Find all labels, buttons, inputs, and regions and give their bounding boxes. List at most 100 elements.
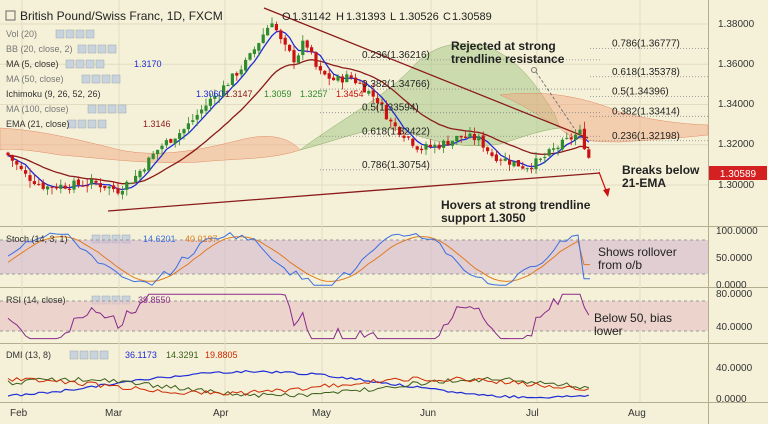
legend-control-icon[interactable] <box>65 59 75 69</box>
candle-body <box>54 186 58 189</box>
candle-body <box>318 66 322 71</box>
rsi-label[interactable]: RSI (14, close) <box>6 295 66 305</box>
dmi-tick: 40.0000 <box>716 363 753 374</box>
legend-control-icon[interactable] <box>85 59 95 69</box>
legend-control-icon[interactable] <box>67 119 77 129</box>
fib-level-label: 0.5(1.33594) <box>362 103 419 114</box>
legend-control-icon[interactable] <box>55 29 65 39</box>
legend-control-icon[interactable] <box>77 44 87 54</box>
legend-control-icon[interactable] <box>87 44 97 54</box>
price-tick: 1.34000 <box>718 99 755 110</box>
legend-control-icon[interactable] <box>117 104 127 114</box>
legend-ma5[interactable]: MA (5, close) <box>6 59 59 69</box>
candle-body <box>323 70 327 75</box>
candle-body <box>195 114 199 120</box>
legend-control-icon[interactable] <box>75 29 85 39</box>
candle-body <box>468 133 472 138</box>
candlesticks <box>6 17 591 200</box>
candle-body <box>556 147 560 150</box>
candle-body <box>182 129 186 134</box>
legend-control-icon[interactable] <box>99 350 109 360</box>
candle-body <box>384 104 388 120</box>
candle-body <box>204 105 208 111</box>
legend-control-icon[interactable] <box>89 350 99 360</box>
candle-body <box>569 137 573 140</box>
candle-body <box>420 148 424 151</box>
dmi-label[interactable]: DMI (13, 8) <box>6 350 51 360</box>
legend-control-icon[interactable] <box>79 350 89 360</box>
candle-body <box>173 138 177 144</box>
legend-control-icon[interactable] <box>97 104 107 114</box>
legend-ema21[interactable]: EMA (21, close) <box>6 119 70 129</box>
candle-body <box>288 44 292 51</box>
candle-body <box>19 165 23 170</box>
candle-body <box>217 95 221 97</box>
fib-level-label: 0.618(1.32422) <box>362 126 430 137</box>
legend-control-icon[interactable] <box>81 74 91 84</box>
legend-vol[interactable]: Vol (20) <box>6 29 37 39</box>
candle-body <box>226 85 230 87</box>
candle-body <box>428 144 432 147</box>
legend-control-icon[interactable] <box>107 104 117 114</box>
x-axis-label: Jun <box>420 408 436 419</box>
legend-bb[interactable]: BB (20, close, 2) <box>6 44 73 54</box>
ohlc-low-label: L <box>390 11 396 23</box>
legend-control-icon[interactable] <box>65 29 75 39</box>
legend-control-icon[interactable] <box>77 119 87 129</box>
candle-body <box>345 74 349 83</box>
price-tick: 1.32000 <box>718 139 755 150</box>
legend-ma50[interactable]: MA (50, close) <box>6 74 64 84</box>
resistance-trendline <box>263 7 589 139</box>
candle-body <box>446 140 450 146</box>
candle-body <box>305 40 309 48</box>
candle-body <box>574 134 578 141</box>
legend-control-icon[interactable] <box>101 74 111 84</box>
legend-control-icon[interactable] <box>97 44 107 54</box>
candle-body <box>59 184 63 189</box>
breaks-annotation: 21-EMA <box>622 176 666 190</box>
candle-body <box>186 123 190 130</box>
candle-body <box>358 82 362 84</box>
x-axis-label: Mar <box>105 408 123 419</box>
candle-body <box>292 50 296 63</box>
ma-5-line <box>7 30 590 191</box>
current-price-label: 1.30589 <box>720 169 757 180</box>
legend-control-icon[interactable] <box>87 104 97 114</box>
candle-body <box>437 144 441 149</box>
rejection-annotation: Rejected at strong <box>451 39 556 53</box>
legend-control-icon[interactable] <box>69 350 79 360</box>
legend-controls[interactable] <box>55 29 131 360</box>
candle-body <box>230 73 234 86</box>
candle-body <box>90 179 94 185</box>
legend-ichimoku[interactable]: Ichimoku (9, 26, 52, 26) <box>6 89 101 99</box>
candle-body <box>239 69 243 75</box>
candle-body <box>336 76 340 81</box>
legend-control-icon[interactable] <box>97 119 107 129</box>
stoch-d-line <box>7 236 590 282</box>
legend-control-icon[interactable] <box>95 59 105 69</box>
candle-body <box>455 135 459 142</box>
ohlc-open-label: O <box>282 11 291 23</box>
candle-body <box>85 185 89 187</box>
candle-body <box>521 166 525 169</box>
stoch-tick: 50.0000 <box>716 253 753 264</box>
legend-control-icon[interactable] <box>91 74 101 84</box>
candle-body <box>151 153 155 159</box>
ichimoku-value: 1.3257 <box>300 89 328 99</box>
legend-control-icon[interactable] <box>85 29 95 39</box>
stoch-label[interactable]: Stoch (14, 3, 1) <box>6 234 68 244</box>
candle-body <box>63 185 67 189</box>
header-icon[interactable] <box>5 10 16 21</box>
candle-body <box>486 147 490 152</box>
ichimoku-value: 1.3060 <box>196 89 224 99</box>
legend-control-icon[interactable] <box>75 59 85 69</box>
legend-control-icon[interactable] <box>107 44 117 54</box>
candle-body <box>464 136 468 138</box>
legend-control-icon[interactable] <box>87 119 97 129</box>
candle-body <box>10 155 14 161</box>
legend-ma100[interactable]: MA (100, close) <box>6 104 69 114</box>
legend-control-icon[interactable] <box>111 74 121 84</box>
candle-body <box>314 52 318 67</box>
rsi-value: 39.8550 <box>138 295 171 305</box>
